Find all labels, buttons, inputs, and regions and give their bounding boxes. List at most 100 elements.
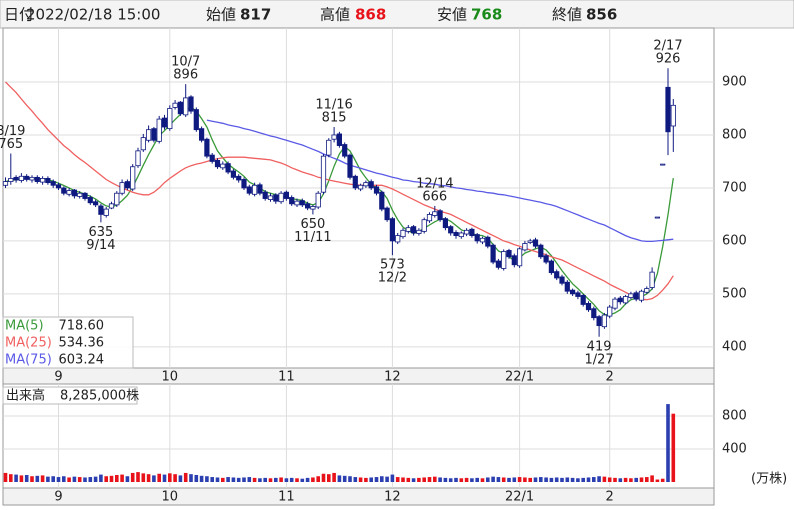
candle-body [214, 159, 221, 168]
volume-bar [539, 477, 543, 482]
candle-body [230, 170, 236, 178]
volume-bar [289, 477, 294, 482]
volume-bar [650, 475, 654, 482]
x-tick-label: 9 [54, 490, 62, 505]
volume-bar [130, 472, 135, 482]
candle-body [623, 296, 629, 304]
candle-body [66, 190, 72, 195]
volume-bar [221, 477, 225, 482]
volume-bar [24, 474, 29, 482]
volume-bar [406, 477, 411, 482]
volume-bar [3, 472, 8, 482]
volume-bar [305, 477, 310, 482]
low-annotation-value: 650 [300, 217, 325, 232]
volume-bar [544, 477, 548, 482]
volume-bar [607, 477, 612, 482]
volume-bar [321, 473, 326, 482]
date: 2022/02/18 15:00 [26, 6, 160, 24]
legend-name: MA(5) [5, 319, 44, 334]
high-annotation-date: 12/14 [416, 176, 453, 191]
volume-bar [104, 476, 108, 482]
candle-body [61, 187, 67, 194]
candle-body [55, 184, 62, 189]
volume-bar [629, 478, 633, 482]
low-label: 安値 [437, 6, 467, 24]
x-tick-label: 12 [384, 370, 401, 385]
volume-bar [528, 477, 532, 482]
y-tick-label: 600 [722, 233, 747, 248]
candle-body [257, 184, 263, 194]
candle-body [469, 228, 475, 237]
volume-bar [215, 477, 220, 482]
candle-body [8, 178, 14, 182]
candle-body [442, 218, 449, 229]
candle-body [638, 290, 645, 301]
candle-body [13, 176, 19, 181]
volume-bar [205, 476, 209, 482]
candle-body [585, 302, 592, 311]
candle-body [564, 281, 570, 292]
candle-body [400, 229, 406, 238]
volume-bar [19, 475, 24, 482]
volume-bar [348, 476, 352, 482]
y-tick-label: 400 [722, 339, 747, 354]
x-axis-strip [2, 487, 715, 506]
volume-bar [385, 476, 389, 482]
volume-bar [210, 477, 214, 482]
volume-bar [120, 474, 124, 482]
candle-body [331, 134, 337, 140]
x-tick-label: 11 [278, 490, 295, 505]
volume-bar [576, 478, 580, 482]
volume-bar [168, 473, 172, 482]
volume-bar [258, 478, 262, 482]
candle-body [198, 128, 205, 141]
volume-bar [613, 477, 617, 482]
volume-bar [395, 477, 400, 482]
candle-body [103, 208, 109, 216]
volume-bar [464, 477, 469, 482]
candle-body [591, 308, 597, 319]
low-annotation-date: 12/2 [378, 271, 407, 286]
legend-name: MA(75) [5, 353, 52, 368]
high-annotation-value: 765 [0, 137, 23, 152]
volume-bar [501, 477, 506, 482]
volume-bar [115, 474, 119, 482]
volume-bar [433, 476, 437, 482]
candle-body [612, 298, 618, 309]
volume-bar [274, 477, 278, 482]
candle-body [236, 175, 242, 181]
candle-body [82, 192, 88, 199]
volume-bar [459, 478, 464, 482]
volume-bar [560, 477, 564, 482]
candle-body [347, 154, 353, 178]
candle-body [379, 191, 385, 210]
volume-bar [401, 477, 405, 482]
volume-bar [30, 476, 34, 482]
candle-body [580, 295, 586, 305]
candle-body [352, 175, 358, 189]
volume-bar [491, 476, 495, 482]
plot [2, 68, 676, 482]
high-annotation-date: 11/16 [315, 98, 352, 113]
candle-body [183, 97, 189, 116]
candle-body [607, 306, 613, 317]
candle-body [437, 210, 443, 221]
candle-body [479, 237, 486, 243]
candle-body [156, 118, 162, 142]
high-annotation-value: 896 [173, 68, 198, 83]
candle-body [24, 175, 30, 180]
candle-body [463, 229, 470, 235]
volume-bar [554, 477, 559, 482]
candle-body [246, 186, 252, 194]
candle-body [384, 207, 390, 221]
volume-bar [152, 475, 156, 482]
volume-bar [380, 476, 384, 482]
volume-bar [475, 477, 479, 482]
candle-body [575, 292, 581, 297]
volume-bar [263, 477, 267, 482]
volume-bar [517, 477, 522, 482]
candle-body [98, 205, 104, 215]
high-value: 868 [355, 6, 386, 24]
